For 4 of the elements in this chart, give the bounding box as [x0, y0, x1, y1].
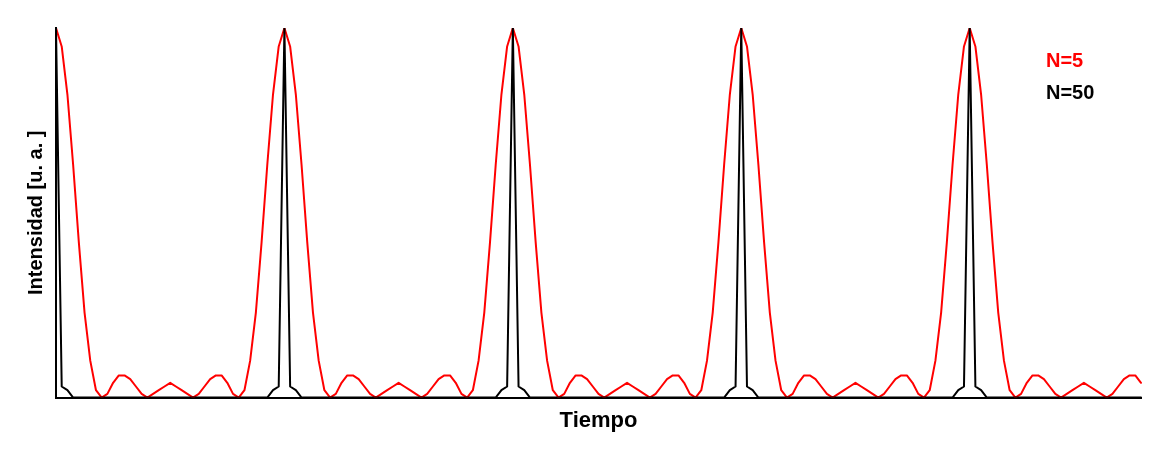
text: N=50 — [1046, 80, 1095, 103]
x-axis-title: Tiempo — [559, 406, 638, 432]
y-axis-title: Intensidad [u. a. ] — [23, 130, 46, 296]
text: N=5 — [1046, 48, 1084, 71]
